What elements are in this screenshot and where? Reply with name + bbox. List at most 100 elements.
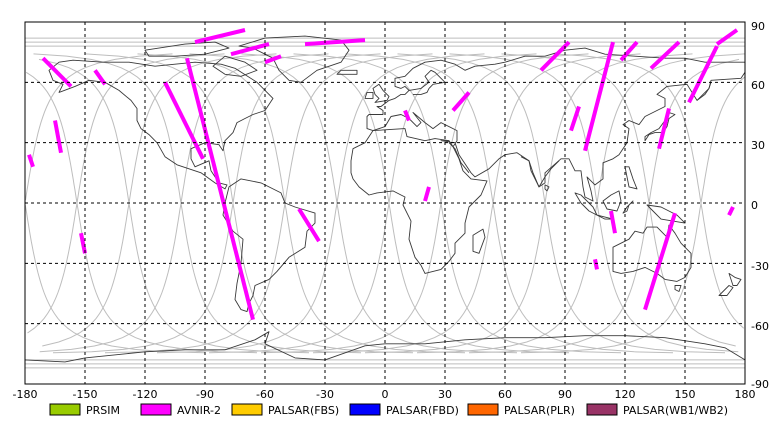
orbit-track [241,53,570,354]
lon-tick-label: 60 [498,388,512,401]
legend-swatch-palsar-fbd [349,403,381,416]
lat-tick-label: 0 [751,199,758,212]
baffin-coast [212,55,258,77]
legend-label-palsar-plr: PALSAR(PLR) [504,404,575,417]
lat-tick-label: 30 [751,139,765,152]
avnir2-swath [297,207,321,243]
new-zealand-south-coast [718,285,734,296]
legend-swatch-avnir2 [140,403,172,416]
lon-tick-label: -90 [196,388,214,401]
orbit-track [501,53,736,347]
lon-tick-label: 120 [615,388,636,401]
lat-tick-label: -30 [751,260,769,273]
orbit-track [27,53,225,334]
avnir2-swath [715,28,739,46]
avnir2-swath [264,54,282,65]
legend: PRSIM AVNIR-2 PALSAR(FBS) PALSAR(FBD) PA… [49,403,728,417]
antarctica-coast [24,331,746,363]
lat-tick-label: -60 [751,320,769,333]
avnir2-swath [643,212,677,311]
tasmania-coast [674,285,682,292]
orbit-track [25,53,173,201]
legend-label-palsar-fbd: PALSAR(FBD) [386,404,459,417]
new-guinea-coast [646,204,686,224]
orbit-track [553,53,745,329]
avnir2-swath [53,120,63,154]
australia-coast [612,224,692,282]
avnir2-swath [727,206,735,216]
africa-coast [350,128,488,274]
avnir2-swath [593,258,599,270]
borneo-coast [602,190,622,212]
avnir2-swath [569,105,581,132]
avnir2-swath [41,56,73,88]
orbit-track [137,53,466,354]
lat-lon-grid [25,22,745,384]
orbit-track [293,53,622,354]
philippines-coast [624,166,638,190]
orbit-track [33,53,362,354]
legend-swatch-palsar-fbs [231,403,263,416]
legend-label-palsar-wb: PALSAR(WB1/WB2) [623,404,728,417]
avnir2-swath [194,28,246,45]
orbit-track [397,53,726,354]
avnir2-swath [649,40,681,70]
lat-tick-label: -90 [751,378,769,391]
orbit-track [38,58,310,354]
arctic-islands-coast [144,41,230,57]
lon-tick-label: 90 [558,388,572,401]
avnir2-swath [163,81,205,160]
kamchatka-coast [696,82,712,101]
lon-tick-label: 150 [675,388,696,401]
iceland-coast [336,69,358,75]
legend-swatch-palsar-plr [467,403,499,416]
avnir2-swath [230,42,270,57]
avnir2-swath [583,41,615,152]
lat-tick-label: 90 [751,20,765,33]
lat-tick-labels: 90 60 30 0 -30 -60 -90 [751,20,769,391]
avnir2-swath [185,57,255,321]
madagascar-coast [472,228,486,254]
avnir2-swath [304,38,366,47]
lon-tick-label: 30 [438,388,452,401]
legend-label-palsar-fbs: PALSAR(FBS) [268,404,339,417]
lon-tick-label: 0 [382,388,389,401]
orbit-track [24,205,206,354]
new-zealand-coast [728,272,742,286]
avnir2-swath [539,40,571,72]
india-coast [520,156,560,188]
lat-tick-label: 60 [751,79,765,92]
lon-tick-label: 180 [735,388,756,401]
avnir2-swath [423,186,431,202]
avnir2-swath [79,232,87,254]
legend-label-avnir2: AVNIR-2 [177,404,221,417]
lon-tick-label: -60 [256,388,274,401]
legend-swatch-prsim [49,403,81,416]
orbit-track [85,53,414,354]
britain-coast [372,83,390,103]
ireland-coast [364,91,374,99]
lon-tick-label: -120 [133,388,158,401]
orbit-track [25,71,258,354]
orbit-track [468,58,740,354]
avnir2-swath [451,91,471,112]
orbit-track [520,76,746,354]
lon-tick-label: -180 [13,388,38,401]
lon-tick-labels: -180 -150 -120 -90 -60 -30 0 30 60 90 12… [13,388,756,401]
legend-swatch-palsar-wb [586,403,618,416]
sri-lanka-coast [544,184,550,192]
avnir2-swath [403,109,411,122]
orbit-track [189,53,518,354]
south-america-coast [222,178,316,313]
avnir2-swath [27,154,35,168]
japan-coast [644,112,676,142]
avnir2-swaths [27,28,739,321]
map-frame [24,21,746,385]
avnir2-swath [619,40,639,62]
avnir2-swath [657,108,671,150]
legend-label-prsim: PRSIM [86,404,120,417]
lon-tick-label: -150 [73,388,98,401]
north-america-coast [48,59,274,190]
orbit-tracks [24,37,746,369]
